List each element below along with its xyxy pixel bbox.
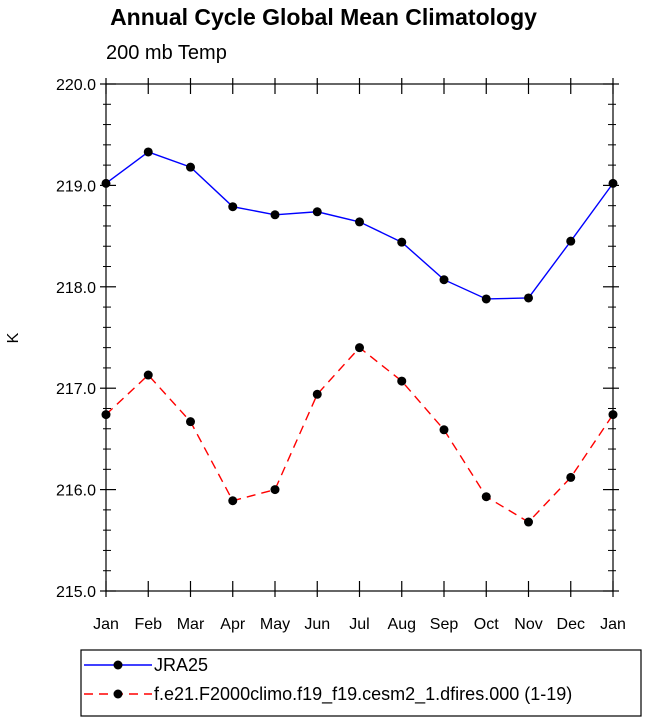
data-point bbox=[566, 472, 576, 482]
x-tick-label: Aug bbox=[388, 616, 416, 633]
x-tick-label: Nov bbox=[514, 616, 542, 633]
data-point bbox=[270, 485, 280, 495]
data-point bbox=[312, 389, 322, 399]
data-point bbox=[355, 217, 364, 227]
minor-ticks bbox=[103, 103, 616, 572]
data-point bbox=[439, 275, 449, 285]
series-line bbox=[105, 346, 614, 523]
x-tick-label: Jan bbox=[600, 616, 626, 633]
x-tick-label: Jun bbox=[304, 616, 330, 633]
data-point bbox=[524, 517, 533, 527]
data-point bbox=[270, 210, 280, 220]
data-point bbox=[312, 207, 322, 217]
series-group bbox=[101, 147, 618, 527]
y-tick-labels: 215.0 216.0 217.0 218.0 219.0 220.0 bbox=[56, 77, 96, 601]
x-tick-labels: Jan Feb Mar Apr May Jun Jul Aug Sep Oct Nov Dec Jan bbox=[93, 616, 626, 633]
y-axis-label: K bbox=[5, 332, 22, 343]
chart-title: Annual Cycle Global Mean Climatology bbox=[110, 4, 537, 30]
data-point bbox=[397, 376, 407, 386]
legend-label: JRA25 bbox=[154, 655, 208, 675]
data-point bbox=[186, 417, 195, 427]
plot-frame bbox=[105, 83, 614, 592]
legend: JRA25 f.e21.F2000climo.f19_f19.cesm2_1.df… bbox=[80, 649, 642, 717]
x-tick-label: Apr bbox=[220, 616, 246, 633]
y-tick-label: 216.0 bbox=[56, 483, 96, 500]
data-point bbox=[228, 202, 238, 212]
major-ticks bbox=[100, 78, 619, 597]
x-tick-label: Jan bbox=[93, 616, 119, 633]
y-tick-label: 217.0 bbox=[56, 381, 96, 398]
legend-marker bbox=[113, 689, 123, 699]
x-tick-label: Dec bbox=[557, 616, 585, 633]
data-point bbox=[186, 162, 195, 172]
data-point bbox=[143, 370, 153, 380]
data-point bbox=[481, 492, 491, 502]
data-point bbox=[439, 425, 449, 435]
legend-label: f.e21.F2000climo.f19_f19.cesm2_1.dfires.… bbox=[154, 684, 572, 705]
data-point bbox=[524, 293, 533, 303]
data-point bbox=[143, 147, 153, 157]
y-tick-label: 219.0 bbox=[56, 178, 96, 195]
x-tick-label: May bbox=[260, 616, 290, 633]
x-tick-label: Oct bbox=[474, 616, 499, 633]
legend-marker bbox=[113, 660, 123, 670]
x-tick-label: Feb bbox=[134, 616, 162, 633]
data-point bbox=[228, 496, 238, 506]
y-tick-label: 215.0 bbox=[56, 584, 96, 601]
legend-box bbox=[80, 649, 642, 717]
chart-subtitle: 200 mb Temp bbox=[106, 42, 227, 64]
data-point bbox=[481, 294, 491, 304]
data-point bbox=[355, 343, 364, 353]
y-tick-label: 218.0 bbox=[56, 280, 96, 297]
data-point bbox=[566, 236, 576, 246]
x-tick-label: Jul bbox=[349, 616, 369, 633]
x-tick-label: Mar bbox=[177, 616, 205, 633]
series-2 bbox=[101, 343, 618, 527]
data-point bbox=[397, 237, 407, 247]
series-1 bbox=[101, 147, 618, 304]
y-tick-label: 220.0 bbox=[56, 77, 96, 94]
x-tick-label: Sep bbox=[430, 616, 459, 633]
